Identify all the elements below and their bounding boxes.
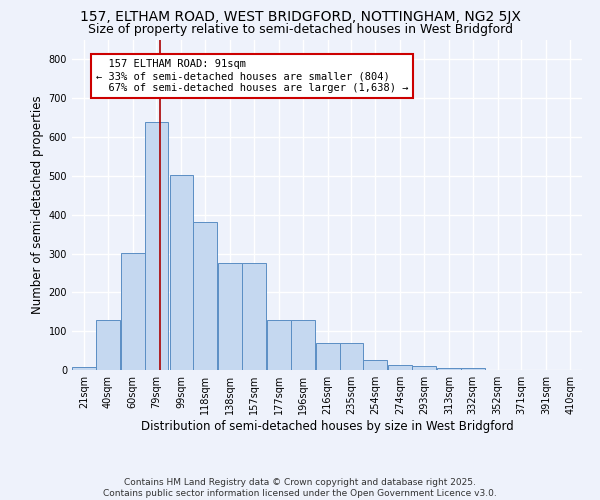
Bar	[267, 320, 291, 370]
Text: Size of property relative to semi-detached houses in West Bridgford: Size of property relative to semi-detach…	[88, 22, 512, 36]
Bar	[388, 366, 412, 370]
Text: Contains HM Land Registry data © Crown copyright and database right 2025.
Contai: Contains HM Land Registry data © Crown c…	[103, 478, 497, 498]
X-axis label: Distribution of semi-detached houses by size in West Bridgford: Distribution of semi-detached houses by …	[140, 420, 514, 433]
Bar	[412, 366, 436, 370]
Bar	[437, 368, 461, 370]
Bar	[340, 343, 363, 370]
Bar	[291, 320, 314, 370]
Bar	[170, 175, 193, 370]
Bar	[363, 360, 387, 370]
Bar	[72, 367, 96, 370]
Bar	[218, 263, 242, 370]
Bar	[121, 253, 145, 370]
Text: 157 ELTHAM ROAD: 91sqm
← 33% of semi-detached houses are smaller (804)
  67% of : 157 ELTHAM ROAD: 91sqm ← 33% of semi-det…	[96, 60, 408, 92]
Bar	[461, 368, 485, 370]
Bar	[145, 122, 168, 370]
Bar	[242, 263, 266, 370]
Bar	[316, 343, 340, 370]
Bar	[96, 320, 119, 370]
Text: 157, ELTHAM ROAD, WEST BRIDGFORD, NOTTINGHAM, NG2 5JX: 157, ELTHAM ROAD, WEST BRIDGFORD, NOTTIN…	[80, 10, 520, 24]
Bar	[193, 222, 217, 370]
Y-axis label: Number of semi-detached properties: Number of semi-detached properties	[31, 96, 44, 314]
